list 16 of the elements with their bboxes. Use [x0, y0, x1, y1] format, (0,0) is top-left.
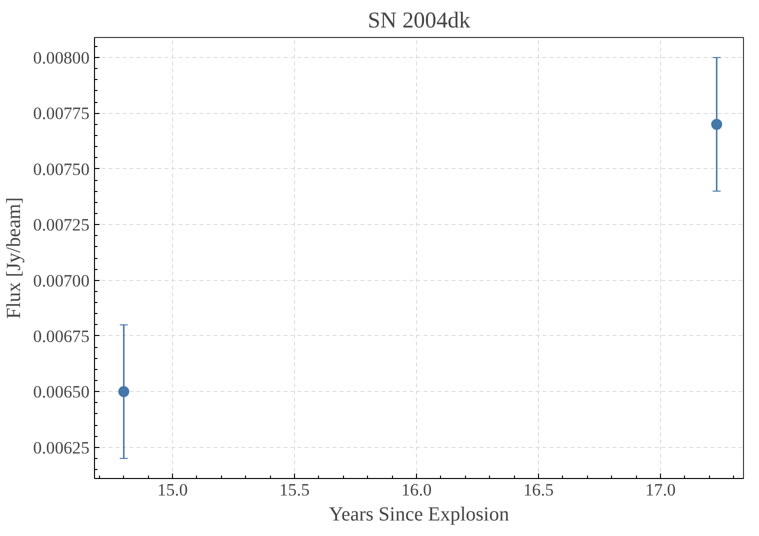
y-tick-label: 0.00650 [33, 382, 90, 402]
y-axis-title: Flux [Jy/beam] [3, 197, 26, 319]
y-tick-label: 0.00675 [33, 326, 90, 346]
x-tick-label: 17.0 [645, 480, 676, 500]
y-tick-label: 0.00775 [33, 104, 90, 124]
y-tick-label: 0.00750 [33, 160, 90, 179]
y-tick-label: 0.00800 [33, 48, 90, 68]
x-tick-label: 15.5 [279, 480, 310, 500]
y-tick-label: 0.00625 [33, 438, 90, 458]
x-tick-label: 16.5 [523, 480, 554, 500]
x-tick-label: 16.0 [401, 480, 432, 500]
chart-title: SN 2004dk [368, 8, 471, 32]
y-tick-label: 0.00700 [33, 271, 90, 290]
y-tick-label: 0.00725 [33, 216, 90, 235]
x-axis-title: Years Since Explosion [328, 504, 510, 526]
x-tick-label: 15.0 [157, 480, 188, 500]
